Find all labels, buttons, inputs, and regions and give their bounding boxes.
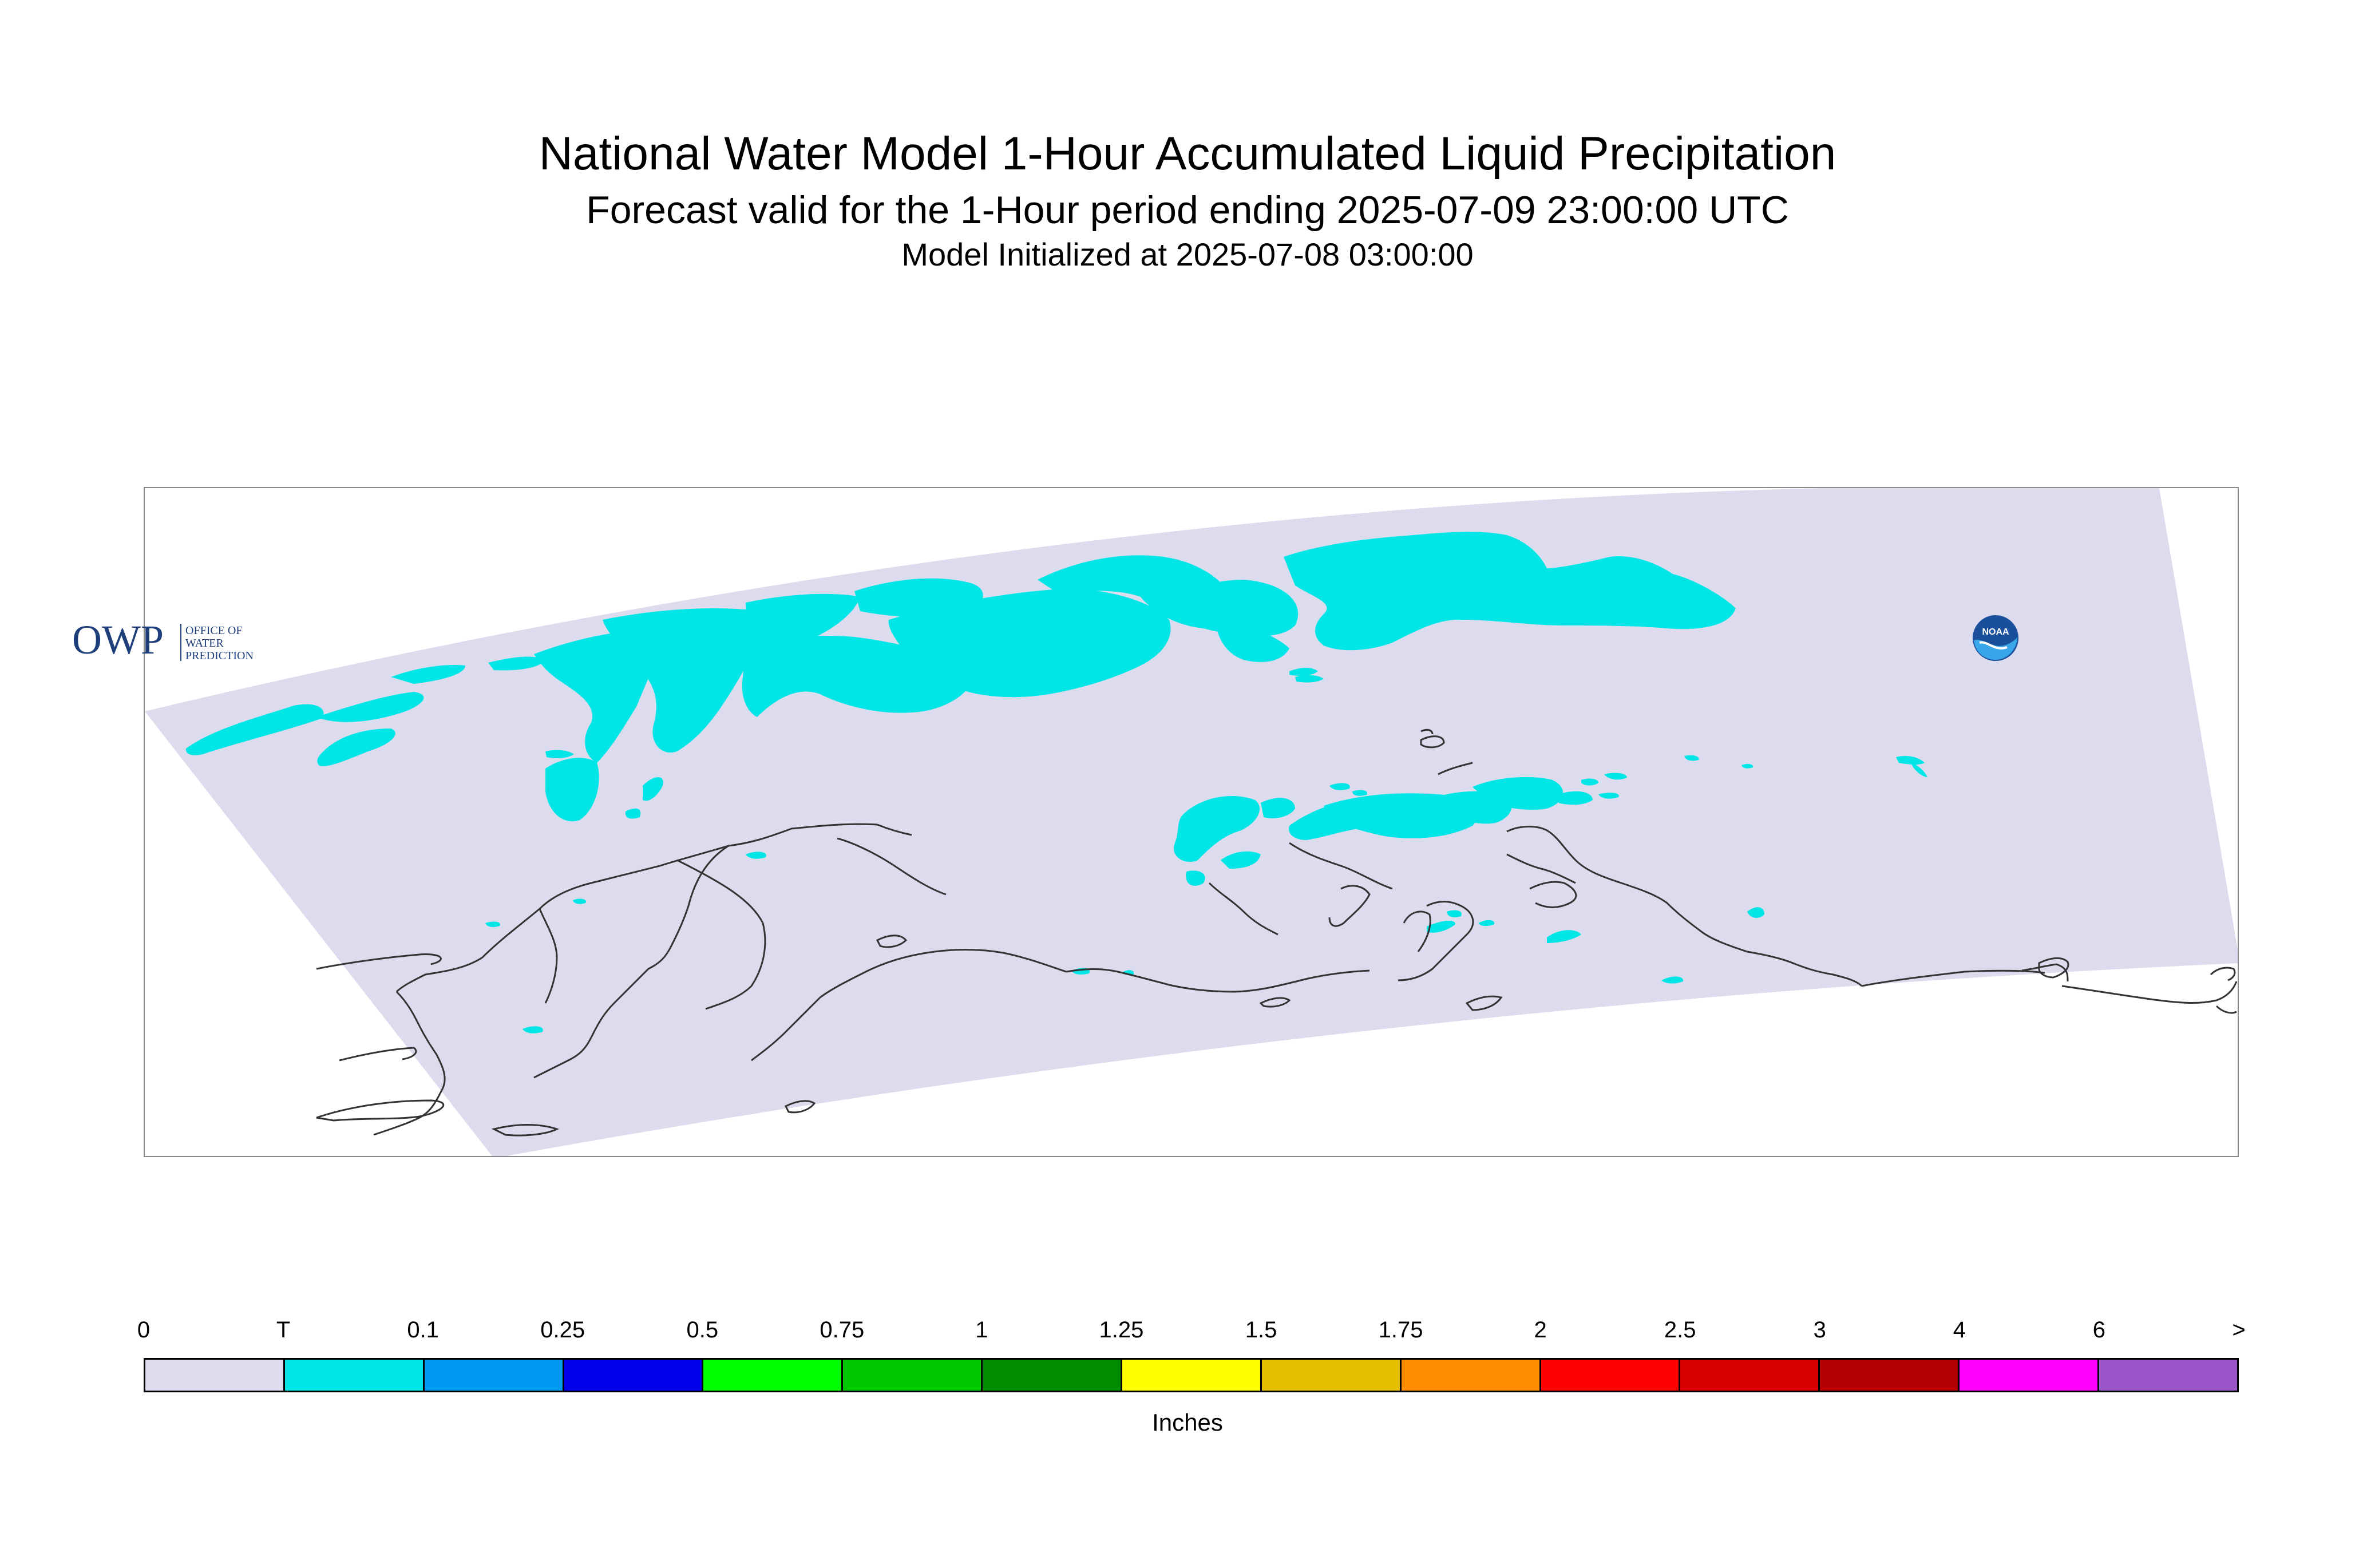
noaa-logo: NOAA	[1972, 614, 2020, 662]
owp-logo: OWP OFFICE OF WATER PREDICTION	[72, 617, 290, 664]
owp-logo-text-line1: OFFICE OF	[185, 624, 242, 637]
colorbar-tick-label: >	[2232, 1317, 2246, 1343]
owp-logo-text-line2: WATER	[185, 637, 224, 650]
map-subtitle: Forecast valid for the 1-Hour period end…	[586, 188, 1789, 232]
owp-logo-text-line3: PREDICTION	[185, 650, 254, 662]
colorbar-tick-label: 0.1	[407, 1317, 439, 1343]
colorbar-swatch	[1960, 1360, 2100, 1391]
precip-trace-areas	[185, 532, 1927, 1034]
colorbar-swatch	[983, 1360, 1123, 1391]
colorbar-swatch	[424, 1360, 564, 1391]
owp-logo-mark: OWP	[72, 618, 164, 663]
colorbar-swatch	[1680, 1360, 1820, 1391]
noaa-logo-text: NOAA	[1982, 627, 2009, 637]
colorbar-swatch	[284, 1360, 425, 1391]
colorbar-swatch	[1122, 1360, 1262, 1391]
colorbar-tick-label: 0.75	[820, 1317, 865, 1343]
coastlines	[316, 728, 2238, 1137]
colorbar-swatch	[1820, 1360, 1960, 1391]
colorbar-swatch	[703, 1360, 844, 1391]
colorbar-tick-label: 1.5	[1245, 1317, 1277, 1343]
colorbar-swatch	[1261, 1360, 1402, 1391]
colorbar-swatch	[2099, 1360, 2237, 1391]
colorbar-swatch	[145, 1360, 285, 1391]
colorbar-tick-labels: 0 T 0.1 0.25 0.5 0.75 1 1.25 1.5 1.75 2 2.5 3 4 6 >	[137, 1317, 2246, 1346]
colorbar-swatch	[1401, 1360, 1541, 1391]
colorbar-swatch	[564, 1360, 704, 1391]
colorbar-tick-label: T	[276, 1317, 291, 1343]
colorbar-tick-label: 2	[1534, 1317, 1547, 1343]
colorbar-tick-label: 6	[2092, 1317, 2106, 1343]
colorbar-tick-label: 1.75	[1378, 1317, 1423, 1343]
colorbar	[144, 1358, 2239, 1392]
colorbar-tick-label: 0	[137, 1317, 151, 1343]
colorbar-swatch	[843, 1360, 983, 1391]
colorbar-tick-label: 2.5	[1664, 1317, 1696, 1343]
colorbar-tick-label: 0.25	[540, 1317, 585, 1343]
model-init-time: Model Initialized at 2025-07-08 03:00:00	[901, 236, 1474, 272]
colorbar-tick-label: 4	[1953, 1317, 1966, 1343]
colorbar-swatch	[1541, 1360, 1681, 1391]
map-title: National Water Model 1-Hour Accumulated …	[539, 128, 1836, 180]
colorbar-tick-label: 3	[1813, 1317, 1826, 1343]
precipitation-map	[144, 487, 2239, 1157]
colorbar-tick-label: 0.5	[686, 1317, 719, 1343]
colorbar-units-label: Inches	[1152, 1409, 1223, 1436]
colorbar-tick-label: 1.25	[1099, 1317, 1144, 1343]
colorbar-tick-label: 1	[975, 1317, 988, 1343]
map-canvas	[145, 488, 2238, 1156]
